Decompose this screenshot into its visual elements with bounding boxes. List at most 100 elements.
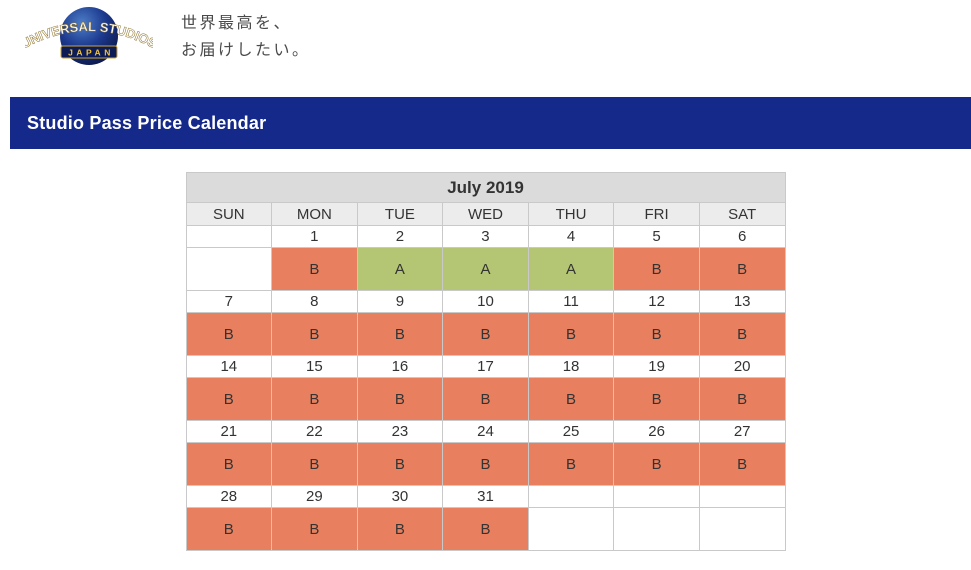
date-cell-3: 3: [442, 225, 529, 248]
empty-date-cell: [185, 225, 273, 248]
date-cell-29: 29: [271, 485, 358, 508]
logo-japan-ribbon: [60, 45, 118, 59]
date-cell-4: 4: [527, 225, 615, 248]
date-cell-20: 20: [698, 355, 786, 378]
date-cell-27: 27: [698, 420, 786, 443]
price-cell-b: B: [185, 507, 273, 551]
date-cell-16: 16: [356, 355, 444, 378]
price-cell-b: B: [185, 442, 273, 486]
price-cell-a: A: [442, 247, 529, 291]
date-cell-28: 28: [185, 485, 273, 508]
date-cell-12: 12: [613, 290, 700, 313]
date-cell-21: 21: [185, 420, 273, 443]
date-cell-5: 5: [613, 225, 700, 248]
empty-price-cell: [698, 507, 786, 551]
price-cell-a: A: [356, 247, 444, 291]
tagline-line-2: お届けしたい。: [181, 42, 311, 59]
price-cell-b: B: [271, 312, 358, 356]
date-cell-15: 15: [271, 355, 358, 378]
page-title: Studio Pass Price Calendar: [27, 112, 267, 133]
date-cell-30: 30: [356, 485, 444, 508]
price-cell-b: B: [698, 247, 786, 291]
date-cell-7: 7: [185, 290, 273, 313]
date-cell-17: 17: [442, 355, 529, 378]
price-cell-b: B: [527, 377, 615, 421]
usj-logo-graphic: UNIVERSAL STUDIOS JAPAN: [18, 7, 160, 65]
date-row: 14 15 16 17 18 19 20: [185, 355, 786, 378]
date-cell-31: 31: [442, 485, 529, 508]
date-cell-8: 8: [271, 290, 358, 313]
price-cell-a: A: [527, 247, 615, 291]
weekday-header-thu: THU: [527, 202, 615, 226]
weekday-header-sat: SAT: [698, 202, 786, 226]
empty-price-cell: [527, 507, 615, 551]
price-cell-b: B: [442, 312, 529, 356]
date-cell-18: 18: [527, 355, 615, 378]
price-cell-b: B: [442, 442, 529, 486]
logo-text-japan: JAPAN: [68, 48, 114, 58]
price-cell-b: B: [356, 507, 444, 551]
date-cell-11: 11: [527, 290, 615, 313]
price-cell-b: B: [356, 377, 444, 421]
weekday-header-fri: FRI: [613, 202, 700, 226]
price-cell-b: B: [185, 377, 273, 421]
date-cell-1: 1: [271, 225, 358, 248]
weekday-header-sun: SUN: [185, 202, 273, 226]
price-cell-b: B: [442, 377, 529, 421]
price-cell-b: B: [271, 442, 358, 486]
price-cell-b: B: [271, 377, 358, 421]
date-cell-19: 19: [613, 355, 700, 378]
date-cell-24: 24: [442, 420, 529, 443]
weekday-header-mon: MON: [271, 202, 358, 226]
price-cell-b: B: [613, 377, 700, 421]
weekday-header-row: SUN MON TUE WED THU FRI SAT: [185, 202, 786, 226]
date-cell-9: 9: [356, 290, 444, 313]
empty-price-cell: [613, 507, 700, 551]
price-cell-b: B: [356, 442, 444, 486]
price-cell-b: B: [613, 312, 700, 356]
price-cell-b: B: [527, 442, 615, 486]
price-cell-b: B: [271, 247, 358, 291]
weekday-header-tue: TUE: [356, 202, 444, 226]
site-header: UNIVERSAL STUDIOS JAPAN 世界最高を、 お届けしたい。: [0, 0, 971, 97]
price-cell-b: B: [271, 507, 358, 551]
date-cell-14: 14: [185, 355, 273, 378]
date-cell-13: 13: [698, 290, 786, 313]
date-cell-23: 23: [356, 420, 444, 443]
price-calendar-banner: Studio Pass Price Calendar: [10, 97, 971, 149]
empty-date-cell: [527, 485, 615, 508]
price-cell-b: B: [185, 312, 273, 356]
date-row: 28 29 30 31: [185, 485, 786, 508]
empty-price-cell: [185, 247, 273, 291]
price-cell-b: B: [698, 312, 786, 356]
price-cell-b: B: [698, 377, 786, 421]
price-cell-b: B: [698, 442, 786, 486]
empty-date-cell: [698, 485, 786, 508]
price-cell-b: B: [613, 442, 700, 486]
date-cell-10: 10: [442, 290, 529, 313]
price-cell-b: B: [442, 507, 529, 551]
price-cell-b: B: [356, 312, 444, 356]
brand-tagline: 世界最高を、 お届けしたい。: [181, 3, 311, 64]
date-row: 7 8 9 10 11 12 13: [185, 290, 786, 313]
date-cell-25: 25: [527, 420, 615, 443]
usj-logo[interactable]: UNIVERSAL STUDIOS JAPAN: [18, 3, 160, 69]
month-title: July 2019: [185, 172, 786, 203]
month-title-row: July 2019: [185, 172, 786, 203]
weekday-header-wed: WED: [442, 202, 529, 226]
date-cell-22: 22: [271, 420, 358, 443]
price-cell-b: B: [527, 312, 615, 356]
date-cell-26: 26: [613, 420, 700, 443]
empty-date-cell: [613, 485, 700, 508]
price-cell-b: B: [613, 247, 700, 291]
tagline-line-1: 世界最高を、: [181, 15, 293, 32]
date-cell-2: 2: [356, 225, 444, 248]
